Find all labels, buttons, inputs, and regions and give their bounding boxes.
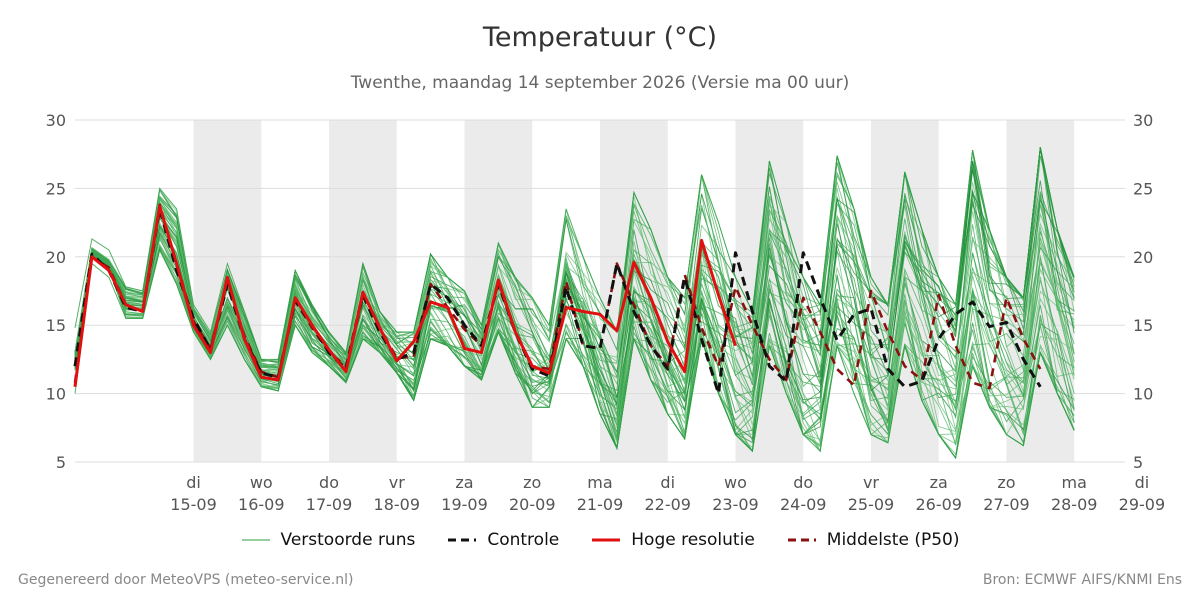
x-tick-date: 20-09 <box>509 495 556 514</box>
x-tick-weekday: vr <box>389 473 405 492</box>
x-tick-date: 27-09 <box>983 495 1030 514</box>
x-axis: di 15-09 wo 16-09 do 17-09 vr 18-09 za 19-09 zo 20-… <box>170 473 1165 514</box>
main-series <box>73 203 1042 396</box>
x-tick-weekday: za <box>930 473 948 492</box>
chart-title: Temperatuur (°C) <box>482 22 718 53</box>
shaded-band <box>193 120 262 462</box>
legend-label: Middelste (P50) <box>826 530 960 550</box>
x-tick-weekday: di <box>186 473 201 492</box>
ensemble-run <box>74 188 1075 444</box>
x-tick-date: 25-09 <box>848 495 895 514</box>
x-tick-weekday: do <box>793 473 813 492</box>
legend: Verstoorde runs Controle Hoge resolutie Mid… <box>0 530 1200 550</box>
y-axis-left: 5 10 15 20 25 30 <box>46 111 66 472</box>
ensemble-run <box>74 147 1075 360</box>
x-tick-weekday: zo <box>997 473 1015 492</box>
x-tick-weekday: ma <box>1061 473 1086 492</box>
legend-item: Hoge resolutie <box>591 530 755 550</box>
legend-swatch <box>448 538 477 542</box>
legend-swatch <box>787 538 816 542</box>
y-tick-label: 15 <box>46 316 66 335</box>
y-tick-label: 20 <box>1133 248 1153 267</box>
x-tick-date: 15-09 <box>170 495 217 514</box>
y-tick-label: 10 <box>46 385 66 404</box>
ensemble-run <box>74 210 1075 453</box>
x-tick-weekday: wo <box>250 473 273 492</box>
legend-item: Middelste (P50) <box>787 530 960 550</box>
x-tick-weekday: ma <box>587 473 612 492</box>
x-tick-date: 16-09 <box>238 495 285 514</box>
x-tick-date: 24-09 <box>780 495 827 514</box>
x-tick-date: 26-09 <box>915 495 962 514</box>
y-tick-label: 10 <box>1133 385 1153 404</box>
y-tick-label: 5 <box>1133 453 1143 472</box>
y-tick-label: 25 <box>1133 179 1153 198</box>
footer-generated-by: Gegenereerd door MeteoVPS (meteo-service… <box>18 572 354 588</box>
x-tick-weekday: wo <box>724 473 747 492</box>
legend-label: Controle <box>487 530 560 550</box>
y-tick-label: 15 <box>1133 316 1153 335</box>
y-tick-label: 20 <box>46 248 66 267</box>
legend-label: Hoge resolutie <box>631 530 755 550</box>
y-axis-right: 5 10 15 20 25 30 <box>1133 111 1153 472</box>
y-tick-label: 30 <box>46 111 66 130</box>
x-tick-date: 29-09 <box>1119 495 1166 514</box>
ensemble-run <box>74 198 1075 441</box>
x-tick-date: 28-09 <box>1051 495 1098 514</box>
x-tick-weekday: do <box>319 473 339 492</box>
y-tick-label: 30 <box>1133 111 1153 130</box>
legend-label: Verstoorde runs <box>280 530 416 550</box>
x-tick-date: 21-09 <box>577 495 624 514</box>
legend-swatch <box>241 539 270 541</box>
x-tick-weekday: za <box>455 473 473 492</box>
ensemble-run <box>74 195 1075 453</box>
x-tick-weekday: vr <box>863 473 879 492</box>
y-tick-label: 5 <box>56 453 66 472</box>
x-tick-weekday: di <box>660 473 675 492</box>
y-tick-label: 25 <box>46 179 66 198</box>
legend-swatch <box>592 538 621 542</box>
x-tick-date: 22-09 <box>644 495 691 514</box>
x-tick-date: 19-09 <box>441 495 488 514</box>
x-tick-weekday: di <box>1135 473 1150 492</box>
ensemble-run <box>74 248 1075 460</box>
legend-item: Verstoorde runs <box>241 530 416 550</box>
footer-source: Bron: ECMWF AIFS/KNMI Ens <box>982 572 1182 588</box>
x-tick-date: 23-09 <box>712 495 759 514</box>
ensemble-run <box>74 190 1075 447</box>
chart-subtitle: Twenthe, maandag 14 september 2026 (Vers… <box>350 73 850 93</box>
x-tick-weekday: zo <box>523 473 541 492</box>
series-line-hoge-resolutie <box>73 204 737 387</box>
legend-item: Controle <box>447 530 559 550</box>
x-tick-date: 18-09 <box>374 495 421 514</box>
x-tick-date: 17-09 <box>306 495 353 514</box>
